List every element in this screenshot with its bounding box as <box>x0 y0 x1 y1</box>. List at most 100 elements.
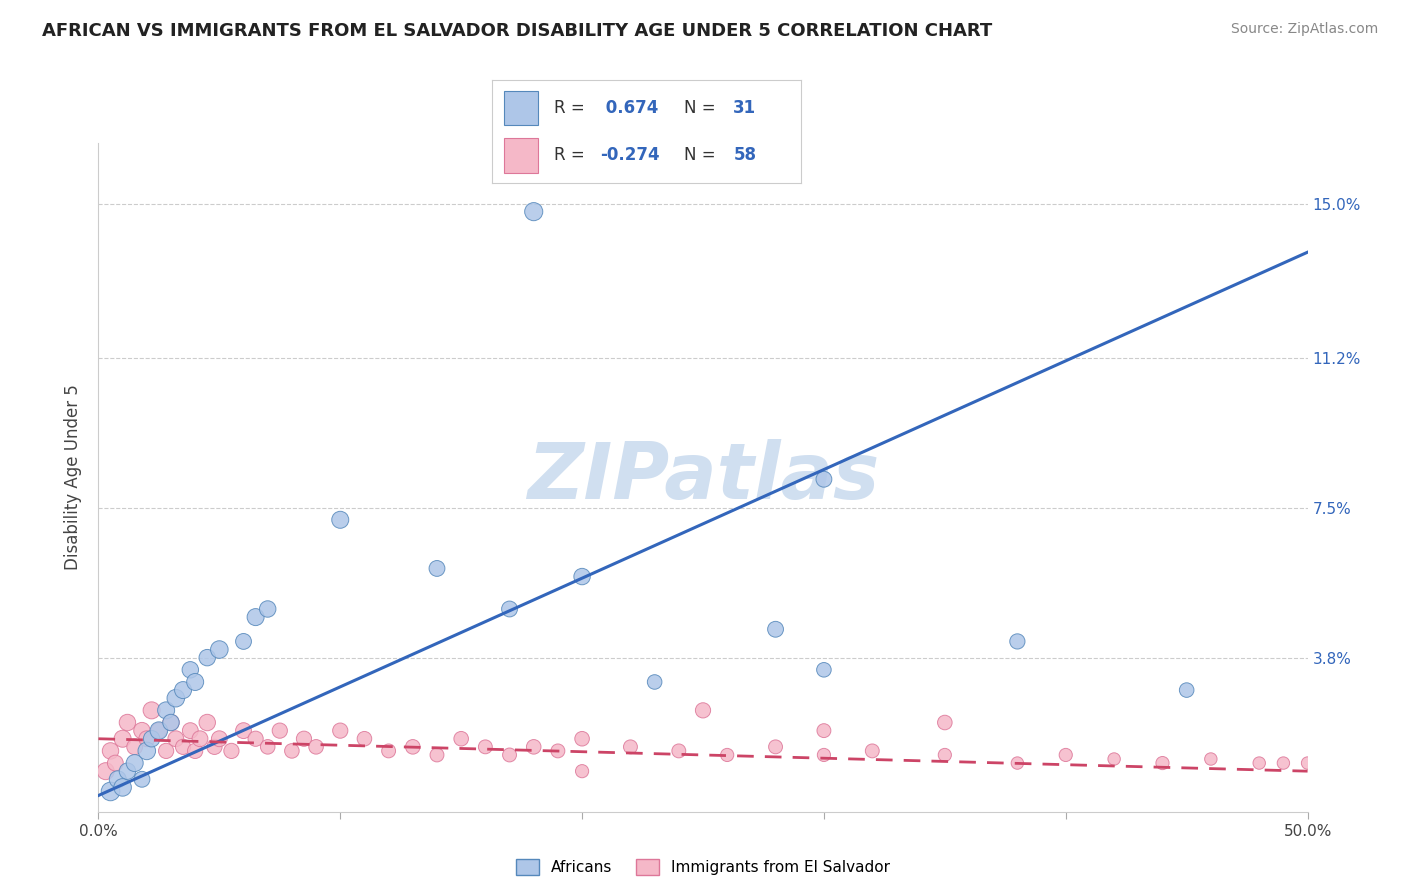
Point <box>160 715 183 730</box>
Point <box>195 715 218 730</box>
Point <box>692 703 714 717</box>
Text: Source: ZipAtlas.com: Source: ZipAtlas.com <box>1230 22 1378 37</box>
Point <box>256 739 278 754</box>
Point <box>498 602 520 616</box>
Point <box>1102 752 1125 766</box>
Legend: Africans, Immigrants from El Salvador: Africans, Immigrants from El Salvador <box>510 853 896 881</box>
Text: ZIPatlas: ZIPatlas <box>527 439 879 516</box>
Point <box>1296 756 1319 770</box>
Point <box>208 642 231 657</box>
Point <box>131 772 153 787</box>
Point <box>124 756 146 770</box>
Text: N =: N = <box>683 99 721 117</box>
Point <box>135 731 157 746</box>
Point <box>765 622 787 636</box>
Point <box>245 610 267 624</box>
Text: R =: R = <box>554 99 591 117</box>
Point <box>1199 752 1222 766</box>
Point <box>148 723 170 738</box>
Point <box>269 723 291 738</box>
Point <box>131 723 153 738</box>
Point <box>765 739 787 754</box>
Point <box>100 744 122 758</box>
Point <box>195 650 218 665</box>
Point <box>111 780 134 795</box>
Point <box>100 784 122 798</box>
Point <box>1007 756 1029 770</box>
Point <box>305 739 328 754</box>
Point <box>148 723 170 738</box>
Point <box>813 472 835 486</box>
Point <box>292 731 315 746</box>
Point <box>117 715 139 730</box>
Point <box>668 744 690 758</box>
Point <box>1272 756 1295 770</box>
Point <box>813 723 835 738</box>
Point <box>716 747 738 762</box>
Point <box>135 744 157 758</box>
Point <box>111 731 134 746</box>
Point <box>124 739 146 754</box>
Point <box>221 744 243 758</box>
Point <box>523 739 546 754</box>
Point <box>450 731 472 746</box>
Point <box>172 683 194 698</box>
Point <box>1007 634 1029 648</box>
Y-axis label: Disability Age Under 5: Disability Age Under 5 <box>65 384 83 570</box>
Point <box>179 723 201 738</box>
Bar <box>505 137 538 173</box>
Point <box>184 744 207 758</box>
Point <box>245 731 267 746</box>
Point <box>141 703 163 717</box>
Point <box>1175 683 1198 698</box>
Point <box>160 715 183 730</box>
Text: 58: 58 <box>734 146 756 164</box>
Point <box>426 747 449 762</box>
Point <box>94 764 117 779</box>
Point <box>402 739 425 754</box>
Point <box>619 739 641 754</box>
Text: 31: 31 <box>734 99 756 117</box>
Point <box>172 739 194 754</box>
Point <box>117 764 139 779</box>
Point <box>571 569 593 583</box>
Point <box>329 723 352 738</box>
Point <box>813 663 835 677</box>
Point <box>107 772 129 787</box>
Point <box>860 744 883 758</box>
Point <box>474 739 496 754</box>
Text: -0.274: -0.274 <box>600 146 659 164</box>
Point <box>155 744 177 758</box>
Point <box>644 675 666 690</box>
Point <box>188 731 211 746</box>
Point <box>1152 756 1174 770</box>
Point <box>571 764 593 779</box>
Point <box>208 731 231 746</box>
Point <box>165 731 187 746</box>
Point <box>426 561 449 575</box>
Point <box>523 204 546 219</box>
Point <box>934 715 956 730</box>
Point <box>571 731 593 746</box>
Point <box>547 744 569 758</box>
Text: N =: N = <box>683 146 721 164</box>
Point <box>179 663 201 677</box>
Point <box>141 731 163 746</box>
Text: AFRICAN VS IMMIGRANTS FROM EL SALVADOR DISABILITY AGE UNDER 5 CORRELATION CHART: AFRICAN VS IMMIGRANTS FROM EL SALVADOR D… <box>42 22 993 40</box>
Point <box>165 691 187 706</box>
Point <box>1054 747 1077 762</box>
Point <box>256 602 278 616</box>
Point <box>232 634 254 648</box>
Point <box>813 747 835 762</box>
Point <box>281 744 304 758</box>
Point <box>232 723 254 738</box>
Point <box>184 675 207 690</box>
Point <box>104 756 127 770</box>
Point <box>155 703 177 717</box>
Point <box>498 747 520 762</box>
Point <box>1249 756 1271 770</box>
Text: R =: R = <box>554 146 591 164</box>
Point <box>204 739 226 754</box>
Text: 0.674: 0.674 <box>600 99 659 117</box>
Point <box>377 744 399 758</box>
